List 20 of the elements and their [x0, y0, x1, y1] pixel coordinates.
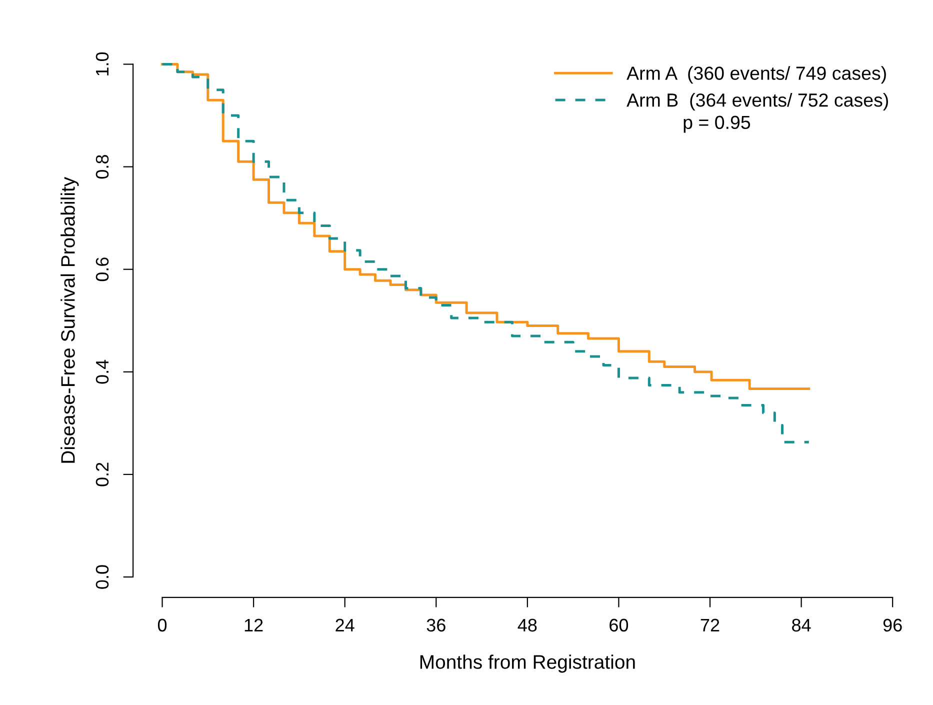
x-axis-title: Months from Registration — [420, 654, 635, 673]
x-tick-label: 24 — [336, 618, 354, 632]
legend-label: Arm B (364 events/ 752 cases) — [626, 92, 888, 110]
annotation: p = 0.95 — [684, 116, 750, 133]
y-tick-label: 0.4 — [96, 360, 109, 384]
x-tick-label: 84 — [792, 618, 811, 632]
y-tick-label: 0.6 — [96, 258, 109, 282]
legend-label: Arm A (360 events/ 749 cases) — [626, 66, 886, 84]
x-tick-label: 72 — [700, 618, 720, 632]
x-tick-label: 60 — [610, 618, 628, 632]
y-axis-title: Disease-Free Survival Probability — [60, 176, 79, 463]
x-tick-label: 12 — [244, 618, 263, 632]
x-tick-label: 36 — [426, 618, 446, 632]
y-tick-label: 1.0 — [96, 52, 109, 76]
x-tick-label: 48 — [518, 618, 537, 632]
y-tick-label: 0.0 — [96, 565, 109, 589]
x-tick-label: 96 — [883, 618, 902, 632]
y-tick-label: 0.8 — [96, 155, 109, 179]
x-tick-label: 0 — [158, 618, 167, 632]
y-tick-label: 0.2 — [96, 462, 109, 486]
